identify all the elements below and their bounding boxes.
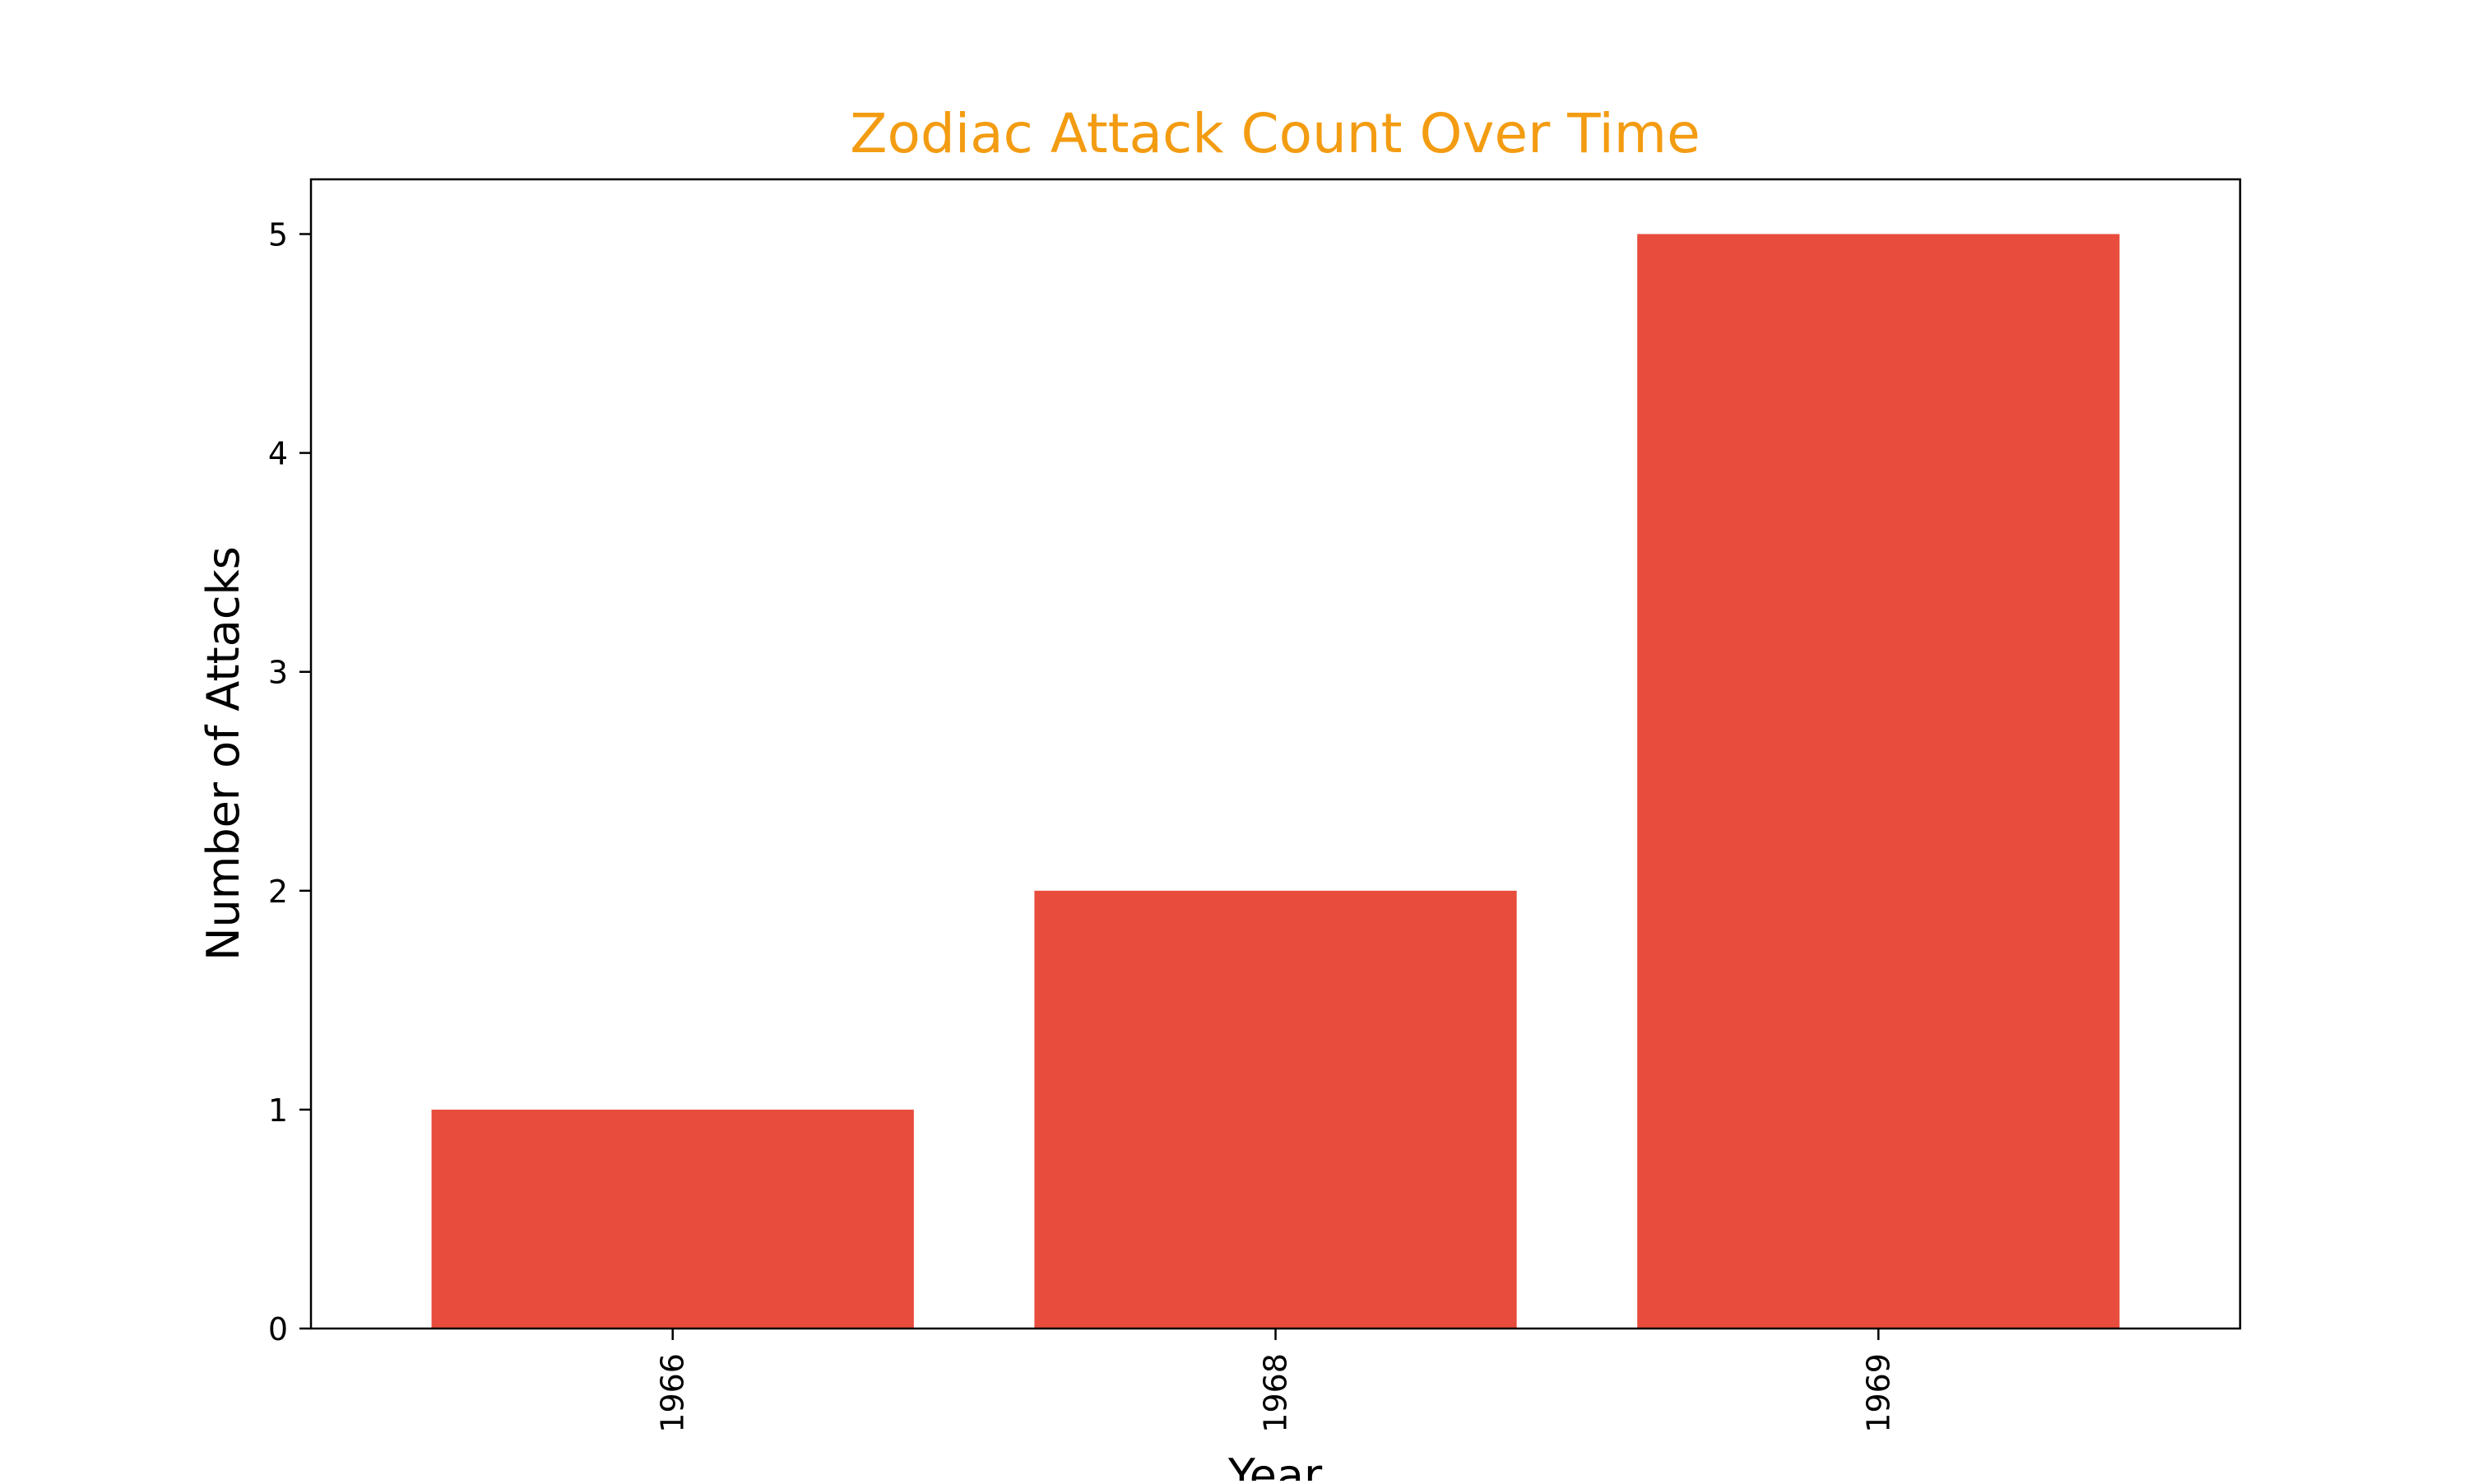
x-axis-ticks: 1966 1968 1969 <box>655 1329 1896 1433</box>
bar-1966 <box>431 1109 914 1329</box>
y-tick-label: 2 <box>268 874 288 910</box>
x-axis-label: Year <box>1227 1449 1323 1481</box>
bars-layer <box>431 234 2120 1329</box>
y-axis-ticks: 0 1 2 3 4 5 <box>268 217 311 1347</box>
y-tick-label: 3 <box>268 655 288 691</box>
y-tick-label: 0 <box>268 1311 288 1347</box>
x-tick-label-1969: 1969 <box>1860 1353 1896 1433</box>
x-tick-label-1968: 1968 <box>1258 1353 1294 1433</box>
x-tick-label-1966: 1966 <box>655 1353 691 1433</box>
y-tick-label: 1 <box>268 1092 288 1129</box>
plot-area-frame <box>309 178 2242 1330</box>
y-tick-label: 5 <box>268 217 288 253</box>
bar-1969 <box>1637 234 2120 1329</box>
y-tick-label: 4 <box>268 436 288 472</box>
bar-1968 <box>1034 890 1517 1329</box>
y-axis-label: Number of Attacks <box>197 546 249 961</box>
chart-title: Zodiac Attack Count Over Time <box>850 102 1700 165</box>
